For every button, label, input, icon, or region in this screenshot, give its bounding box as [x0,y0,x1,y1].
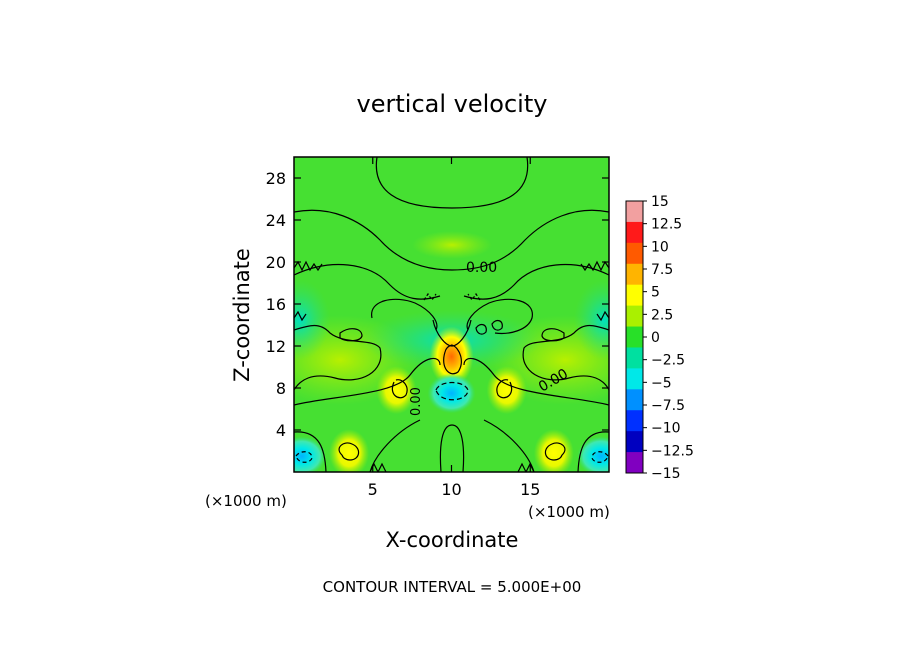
contour-line [541,328,565,342]
colorbar-label: −10 [651,421,681,437]
contour-interval-footer: CONTOUR INTERVAL = 5.000E+00 [323,578,582,596]
x-tick-label: 10 [441,480,461,499]
contour-line [294,357,441,406]
colorbar-swatch [626,389,643,411]
contour-line [338,442,360,461]
colorbar-swatch [626,201,643,223]
contour-line [432,319,472,347]
x-axis-label: X-coordinate [386,528,519,552]
contour-line [391,379,408,399]
colorbar-swatch [626,242,643,265]
contour-line [294,264,609,300]
axes: 4 8 12 16 20 24 28 5 10 15 [266,157,609,499]
colorbar-label: 2.5 [651,307,673,323]
colorbar-swatch [626,284,643,307]
colorbar-swatch [626,431,643,453]
contour-line [294,324,382,391]
contour-line [371,298,533,335]
field-band-weak-down [294,280,330,360]
updraft-cell [533,429,574,472]
contour-line [496,379,513,399]
contour-line [339,328,363,342]
colorbar-label: 0 [651,330,660,346]
colorbar-swatch [626,410,643,432]
x-unit-left: (×1000 m) [205,492,287,510]
y-axis-label: Z-coordinate [230,248,254,382]
colorbar-label: −5 [651,375,672,391]
contour-line [439,424,465,472]
colorbar-swatch [626,368,643,390]
y-tick-label: 20 [266,253,286,272]
colorbar-label: 15 [651,194,669,210]
colorbar-swatch [626,347,643,369]
colorbar-swatch [626,452,643,474]
plot-area: 0.00 0.00 0.00 [294,157,609,472]
contour-line [375,157,529,209]
y-tick-label: 12 [266,337,286,356]
contour-lines [294,157,609,472]
contour-line [423,292,481,302]
colorbar-label: 5 [651,285,660,301]
colorbar-label: −7.5 [651,398,685,414]
field-band-weak-down [574,280,609,360]
chart-title: vertical velocity [357,90,548,118]
x-unit-right: (×1000 m) [528,503,610,521]
updraft-cell [429,326,474,387]
contour-line [294,260,609,272]
contour-line-negative [435,381,469,401]
colorbar-label: −2.5 [651,353,685,369]
colorbar-label: 7.5 [651,262,673,278]
colorbar-swatch [626,305,643,328]
colorbar-label: −15 [651,466,681,482]
y-tick-label: 4 [276,421,286,440]
updraft-cell [329,429,370,472]
x-tick-label: 15 [520,480,540,499]
contour-line [294,431,609,472]
colorbar-swatch [626,221,643,244]
field-band-light [412,231,492,259]
contour-line [463,357,609,406]
downdraft-cell [427,373,476,414]
colorbar-swatch [626,326,643,348]
x-tick-label: 5 [368,480,378,499]
y-tick-label: 24 [266,211,286,230]
colorbar-label: 12.5 [651,217,682,233]
contour-line [475,319,503,335]
contour-label: 0.00 [409,387,424,416]
colorbar-label: −12.5 [651,443,694,459]
y-tick-label: 8 [276,379,286,398]
contour-label: 0.00 [466,260,497,276]
contour-line [443,344,462,375]
contour-line [522,324,609,391]
contour-line [544,442,566,461]
colorbar-swatch [626,263,643,286]
y-tick-label: 16 [266,295,286,314]
colorbar: 15 12.5 10 7.5 5 2.5 0 −2.5 −5 −7.5 −10 −12.5 −15 [625,194,694,482]
contour-line [294,310,609,322]
contour-line [294,209,609,271]
colorbar-label: 10 [651,239,669,255]
y-tick-label: 28 [266,169,286,188]
